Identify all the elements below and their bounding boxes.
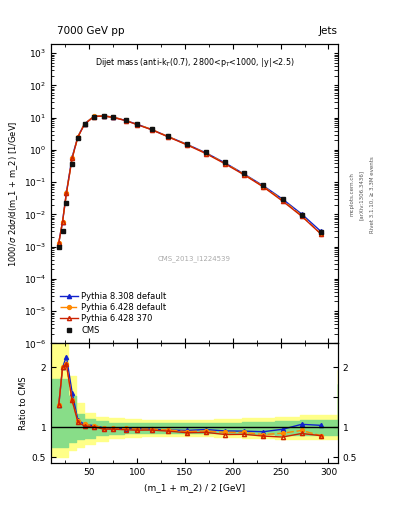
- Text: 7000 GeV pp: 7000 GeV pp: [57, 26, 125, 36]
- Pythia 6.428 default: [70, 155, 75, 161]
- Pythia 6.428 370: [75, 134, 80, 140]
- Pythia 6.428 370: [299, 213, 304, 219]
- Pythia 8.308 default: [135, 121, 140, 127]
- Pythia 8.308 default: [92, 113, 97, 119]
- CMS: [135, 121, 140, 127]
- CMS: [149, 126, 154, 132]
- Pythia 6.428 370: [318, 231, 323, 237]
- Pythia 8.308 default: [64, 189, 69, 196]
- Pythia 6.428 default: [299, 212, 304, 219]
- Pythia 6.428 default: [165, 133, 170, 139]
- Pythia 6.428 default: [64, 190, 69, 197]
- Pythia 6.428 370: [261, 184, 266, 190]
- Pythia 8.308 default: [56, 240, 61, 246]
- Pythia 8.308 default: [318, 228, 323, 234]
- Pythia 8.308 default: [165, 133, 170, 139]
- Pythia 6.428 370: [242, 172, 247, 178]
- Pythia 6.428 370: [60, 219, 65, 225]
- Text: Rivet 3.1.10, ≥ 3.3M events: Rivet 3.1.10, ≥ 3.3M events: [369, 156, 374, 233]
- Pythia 6.428 370: [223, 161, 228, 167]
- Y-axis label: Ratio to CMS: Ratio to CMS: [19, 376, 28, 430]
- Pythia 8.308 default: [261, 183, 266, 189]
- CMS: [299, 211, 304, 218]
- Pythia 6.428 default: [280, 197, 285, 203]
- Pythia 6.428 370: [135, 121, 140, 127]
- Pythia 6.428 default: [56, 240, 61, 246]
- Pythia 6.428 370: [149, 126, 154, 133]
- Pythia 6.428 default: [223, 160, 228, 166]
- Line: Pythia 6.428 370: Pythia 6.428 370: [57, 114, 323, 245]
- CMS: [223, 159, 228, 165]
- CMS: [82, 121, 87, 127]
- Pythia 8.308 default: [75, 134, 80, 140]
- Pythia 6.428 default: [60, 219, 65, 225]
- Pythia 6.428 370: [64, 190, 69, 197]
- Text: Jets: Jets: [318, 26, 337, 36]
- Pythia 8.308 default: [242, 171, 247, 177]
- Pythia 6.428 370: [165, 134, 170, 140]
- Pythia 6.428 default: [75, 134, 80, 140]
- Pythia 6.428 default: [82, 121, 87, 127]
- CMS: [204, 150, 208, 156]
- Pythia 6.428 370: [280, 198, 285, 204]
- Pythia 8.308 default: [204, 150, 208, 156]
- Text: Dijet mass (anti-k$_T$(0.7), 2800<p$_T$<1000, |y|<2.5): Dijet mass (anti-k$_T$(0.7), 2800<p$_T$<…: [95, 55, 294, 69]
- CMS: [60, 228, 65, 234]
- Pythia 8.308 default: [123, 117, 128, 123]
- CMS: [56, 244, 61, 250]
- Pythia 8.308 default: [299, 211, 304, 217]
- CMS: [75, 135, 80, 141]
- Pythia 6.428 370: [92, 114, 97, 120]
- Pythia 8.308 default: [223, 160, 228, 166]
- Pythia 8.308 default: [82, 121, 87, 127]
- CMS: [101, 113, 106, 119]
- Pythia 6.428 370: [123, 118, 128, 124]
- Text: [arXiv:1306.3436]: [arXiv:1306.3436]: [359, 169, 364, 220]
- Line: Pythia 6.428 default: Pythia 6.428 default: [57, 114, 323, 245]
- Pythia 6.428 370: [204, 151, 208, 157]
- CMS: [280, 196, 285, 202]
- CMS: [165, 133, 170, 139]
- CMS: [111, 114, 116, 120]
- X-axis label: (m_1 + m_2) / 2 [GeV]: (m_1 + m_2) / 2 [GeV]: [144, 483, 245, 492]
- CMS: [92, 114, 97, 120]
- Line: CMS: CMS: [56, 113, 323, 250]
- Pythia 6.428 370: [101, 113, 106, 119]
- CMS: [242, 170, 247, 176]
- CMS: [70, 160, 75, 166]
- CMS: [123, 117, 128, 123]
- CMS: [318, 229, 323, 235]
- Pythia 6.428 370: [56, 240, 61, 246]
- Text: CMS_2013_I1224539: CMS_2013_I1224539: [158, 255, 231, 263]
- Legend: Pythia 8.308 default, Pythia 6.428 default, Pythia 6.428 370, CMS: Pythia 8.308 default, Pythia 6.428 defau…: [58, 291, 168, 336]
- Pythia 6.428 default: [185, 141, 189, 147]
- Pythia 8.308 default: [280, 196, 285, 202]
- Pythia 6.428 default: [318, 231, 323, 237]
- Pythia 8.308 default: [111, 114, 116, 120]
- Pythia 6.428 370: [185, 142, 189, 148]
- Text: mcplots.cern.ch: mcplots.cern.ch: [349, 173, 354, 217]
- Pythia 6.428 default: [123, 117, 128, 123]
- Pythia 6.428 default: [242, 172, 247, 178]
- Line: Pythia 8.308 default: Pythia 8.308 default: [57, 114, 323, 245]
- Pythia 6.428 default: [135, 121, 140, 127]
- Pythia 6.428 default: [92, 113, 97, 119]
- CMS: [185, 140, 189, 146]
- CMS: [64, 200, 69, 206]
- Pythia 6.428 default: [111, 114, 116, 120]
- Pythia 6.428 370: [111, 114, 116, 120]
- Pythia 6.428 370: [82, 121, 87, 127]
- Pythia 8.308 default: [101, 113, 106, 119]
- Pythia 6.428 default: [101, 113, 106, 119]
- CMS: [261, 182, 266, 188]
- Pythia 6.428 default: [149, 126, 154, 133]
- Pythia 8.308 default: [185, 141, 189, 147]
- Pythia 8.308 default: [60, 219, 65, 225]
- Pythia 8.308 default: [70, 154, 75, 160]
- Pythia 8.308 default: [149, 126, 154, 133]
- Pythia 6.428 default: [261, 183, 266, 189]
- Y-axis label: 1000/$\sigma$ 2d$\sigma$/d(m_1 + m_2) [1/GeV]: 1000/$\sigma$ 2d$\sigma$/d(m_1 + m_2) [1…: [7, 120, 20, 267]
- Pythia 6.428 370: [70, 155, 75, 161]
- Pythia 6.428 default: [204, 150, 208, 156]
